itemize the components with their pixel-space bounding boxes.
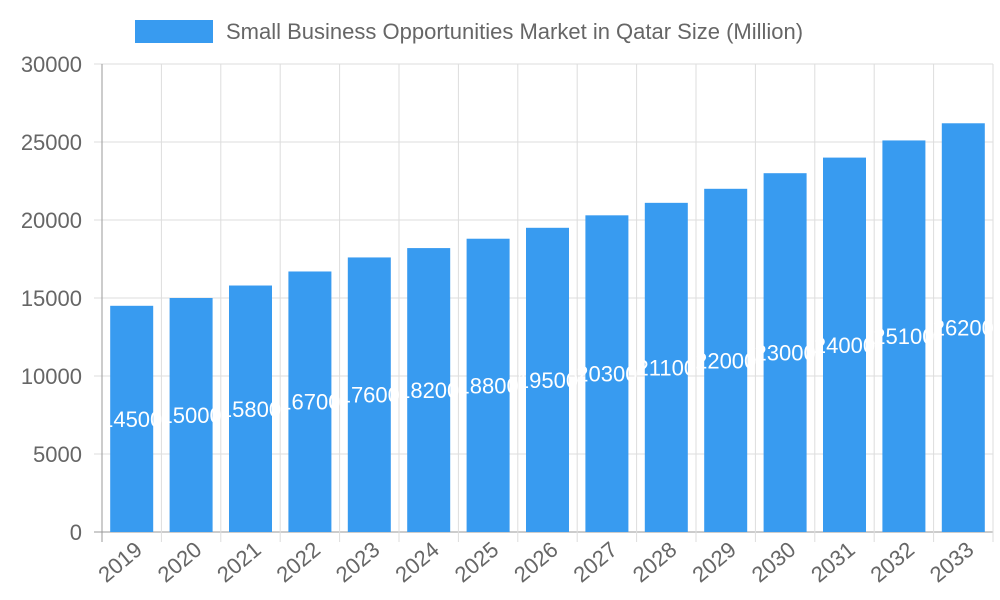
data-label: 26200 xyxy=(933,316,994,341)
x-tick-label: 2027 xyxy=(569,537,623,588)
bar xyxy=(110,305,154,532)
data-label: 19500 xyxy=(517,368,578,393)
x-tick-label: 2025 xyxy=(450,537,504,588)
x-tick-label: 2031 xyxy=(806,537,860,588)
bar xyxy=(466,238,510,532)
x-tick-label: 2023 xyxy=(331,537,385,588)
bar xyxy=(229,285,272,532)
x-tick-label: 2020 xyxy=(153,537,207,588)
data-label: 15000 xyxy=(161,403,222,428)
y-tick-label: 5000 xyxy=(33,442,82,467)
data-label: 20300 xyxy=(576,362,637,387)
x-tick-label: 2026 xyxy=(509,537,563,588)
bar xyxy=(526,227,569,533)
x-tick-label: 2019 xyxy=(93,537,147,588)
data-label: 25100 xyxy=(873,324,934,349)
x-tick-label: 2029 xyxy=(687,537,741,588)
bar xyxy=(407,248,451,532)
bar xyxy=(763,173,807,532)
bar xyxy=(704,188,748,533)
data-label: 17600 xyxy=(339,383,400,408)
y-tick-label: 10000 xyxy=(21,364,82,389)
data-label: 14500 xyxy=(101,407,162,432)
x-tick-label: 2024 xyxy=(390,537,444,588)
x-tick-label: 2021 xyxy=(212,537,266,588)
bar xyxy=(288,271,332,532)
y-tick-label: 0 xyxy=(70,520,82,545)
bar xyxy=(941,123,985,532)
data-label: 21100 xyxy=(637,355,697,380)
data-label: 23000 xyxy=(755,341,816,366)
y-tick-label: 30000 xyxy=(21,52,82,77)
y-tick-label: 15000 xyxy=(21,286,82,311)
x-tick-label: 2022 xyxy=(272,537,326,588)
legend-label: Small Business Opportunities Market in Q… xyxy=(226,19,803,44)
x-tick-label: 2030 xyxy=(747,537,801,588)
data-label: 18800 xyxy=(458,373,519,398)
bar xyxy=(823,157,866,532)
data-label: 18200 xyxy=(398,378,459,403)
bar xyxy=(585,215,629,532)
data-label: 22000 xyxy=(695,348,756,373)
y-tick-label: 25000 xyxy=(21,130,82,155)
data-label: 16700 xyxy=(279,390,340,415)
bar xyxy=(644,202,688,532)
bar xyxy=(169,298,213,532)
data-label: 15800 xyxy=(220,397,281,422)
x-tick-label: 2033 xyxy=(925,537,979,588)
bar xyxy=(882,140,926,532)
legend-swatch xyxy=(135,20,213,43)
bar xyxy=(347,257,391,532)
x-tick-label: 2028 xyxy=(628,537,682,588)
y-tick-label: 20000 xyxy=(21,208,82,233)
x-tick-label: 2032 xyxy=(866,537,920,588)
data-label: 24000 xyxy=(814,333,875,358)
